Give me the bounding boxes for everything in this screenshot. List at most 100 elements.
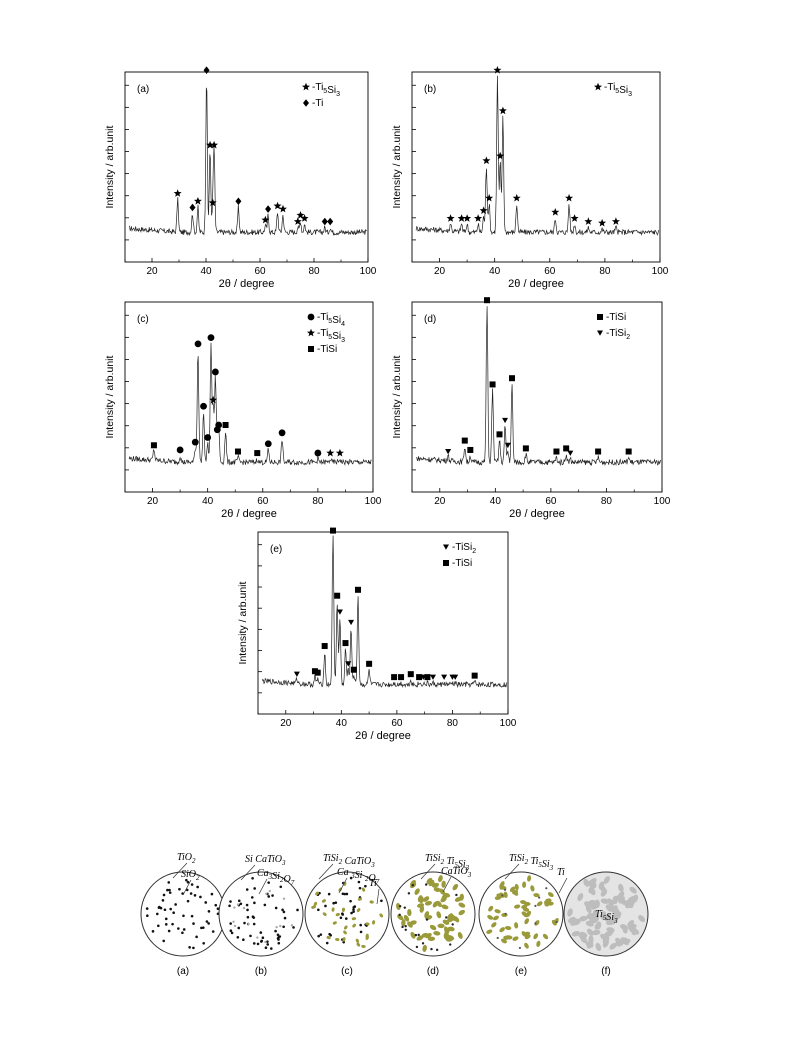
- particle: [488, 905, 494, 912]
- x-tick-label: 80: [599, 266, 611, 277]
- particle: [237, 926, 241, 930]
- xrd-spectrum-line: [261, 535, 507, 689]
- particle: [442, 919, 450, 925]
- particle: [249, 934, 252, 938]
- particle: [398, 904, 402, 908]
- particle: [365, 922, 370, 926]
- particle: [433, 887, 441, 892]
- leader-line: [338, 877, 348, 894]
- particle: [344, 917, 348, 920]
- particle: [521, 911, 528, 917]
- peak-circle-marker: [194, 340, 202, 348]
- particle: [164, 917, 168, 921]
- peak-square-marker: [254, 450, 261, 457]
- peak-square-marker: [461, 437, 468, 444]
- particle: [229, 929, 233, 932]
- particle: [245, 903, 249, 907]
- peak-diamond-marker: [303, 99, 309, 107]
- xrd-panel: 20 40 60 80 100 2θ / degree Intensity / arb.un…: [104, 301, 382, 520]
- particle: [247, 922, 250, 926]
- peak-square-marker: [222, 422, 229, 428]
- peak-diamond-marker: [265, 205, 272, 213]
- particle: [159, 906, 163, 910]
- particle: [592, 929, 601, 936]
- particle: [202, 926, 205, 929]
- particle: [514, 883, 519, 891]
- phase-label: TiSi2 Ti5Si3: [425, 853, 470, 872]
- particle: [351, 917, 357, 921]
- leader-line: [182, 879, 192, 896]
- x-tick-label: 100: [652, 266, 669, 277]
- particle: [277, 941, 281, 945]
- particle: [169, 907, 172, 911]
- particle: [161, 899, 165, 902]
- peak-star-marker: [474, 214, 483, 222]
- particle: [427, 936, 436, 942]
- peak-square-marker: [308, 346, 314, 352]
- panel-label: (d): [424, 314, 436, 325]
- particle: [353, 905, 357, 908]
- particle: [606, 927, 615, 933]
- legend-label: -Ti5Si3: [317, 328, 345, 344]
- particle: [607, 919, 616, 925]
- particle: [547, 892, 554, 898]
- peak-circle-marker: [264, 440, 272, 448]
- particle: [242, 906, 246, 910]
- peak-star-marker: [512, 193, 521, 202]
- particle: [609, 942, 617, 950]
- xrd-spectrum-line: [129, 87, 367, 237]
- peak-square-marker: [424, 674, 431, 681]
- particle: [589, 878, 597, 885]
- y-axis-label: Intensity / arb.unit: [391, 355, 403, 438]
- particle: [449, 943, 452, 946]
- particle: [432, 901, 439, 908]
- y-axis-label: Intensity / arb.unit: [104, 355, 116, 438]
- particle: [155, 912, 159, 916]
- peak-circle-marker: [278, 429, 286, 437]
- peak-square-marker: [443, 560, 449, 566]
- peak-star-marker: [335, 448, 344, 457]
- x-axis-label: 2θ / degree: [219, 278, 275, 290]
- particle: [530, 885, 535, 892]
- particle: [359, 930, 363, 934]
- legend-label: -Ti: [312, 98, 323, 109]
- particle: [407, 908, 412, 917]
- panel-label: (e): [270, 544, 282, 555]
- peak-star-marker: [485, 193, 494, 202]
- particle: [232, 920, 235, 923]
- particle: [349, 876, 353, 880]
- particle: [202, 941, 205, 945]
- particle: [435, 948, 439, 952]
- peak-circle-marker: [207, 334, 215, 342]
- particle: [331, 907, 335, 912]
- particle: [195, 935, 198, 939]
- plot-frame: [257, 531, 509, 715]
- particle: [419, 896, 424, 904]
- peak-square-marker: [522, 445, 529, 452]
- particle: [397, 914, 404, 921]
- particle: [192, 946, 195, 950]
- peak-star-marker: [208, 198, 217, 207]
- legend-label: -TiSi2: [606, 328, 630, 341]
- schematic-circle: [478, 871, 564, 957]
- particle: [612, 895, 618, 905]
- particle: [229, 900, 232, 903]
- panel-label: (a): [137, 84, 149, 95]
- particle: [252, 922, 256, 926]
- particle: [199, 895, 202, 899]
- peak-star-marker: [302, 82, 310, 91]
- peak-square-marker: [321, 643, 328, 650]
- particle: [200, 926, 203, 930]
- particle: [522, 907, 530, 912]
- phase-label: TiO2: [177, 852, 196, 865]
- leader-line: [420, 863, 436, 880]
- particle: [345, 892, 349, 896]
- particle: [256, 942, 260, 946]
- plot-frame: [411, 301, 663, 493]
- particle: [356, 942, 361, 947]
- particle: [545, 887, 548, 890]
- plot-frame: [124, 301, 374, 493]
